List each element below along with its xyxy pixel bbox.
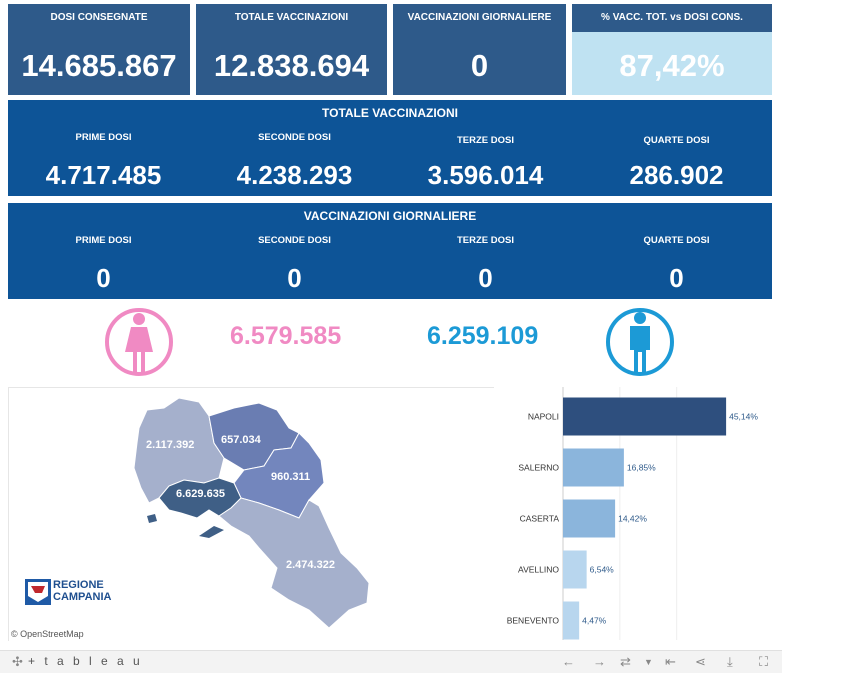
col-value: 0 (96, 263, 111, 293)
col-label: TERZE DOSI (456, 135, 514, 146)
kpi-highlight-area (572, 32, 772, 95)
download-icon[interactable]: ⤓ (727, 654, 733, 669)
kpi-label: DOSI CONSEGNATE (50, 12, 148, 23)
panel-title: TOTALE VACCINAZIONI (322, 106, 458, 120)
chevron-down-icon[interactable]: ▼ (644, 657, 653, 667)
kpi-value: 12.838.694 (213, 48, 370, 83)
campania-map[interactable]: 2.117.392 657.034 960.311 6.629.635 2.47… (8, 387, 494, 641)
logo-line1: REGIONE (53, 579, 104, 591)
map-attribution[interactable]: © OpenStreetMap (11, 629, 84, 639)
kpi-percent-vaccinati: % VACC. TOT. vs DOSI CONS. 87,42% (572, 4, 772, 95)
fullscreen-icon[interactable]: ⛶ (759, 654, 769, 669)
tableau-logo-icon[interactable]: ✣ (12, 654, 23, 669)
region-napoli-islands (147, 514, 224, 538)
bar-category-label: SALERNO (518, 463, 559, 473)
share-icon[interactable]: ⋖ (695, 654, 706, 669)
tableau-brand[interactable]: + t a b l e a u (28, 654, 143, 668)
bar-value-label: 16,85% (627, 463, 656, 473)
totale-vaccinazioni-panel: TOTALE VACCINAZIONI PRIME DOSI 4.717.485… (8, 100, 772, 196)
col-value: 4.717.485 (45, 160, 162, 190)
col-label: QUARTE DOSI (643, 135, 710, 146)
bar-benevento[interactable] (563, 601, 580, 640)
bar-caserta[interactable] (563, 499, 616, 538)
kpi-label: % VACC. TOT. vs DOSI CONS. (601, 12, 743, 23)
male-vaccinated-count: 6.259.109 (427, 322, 539, 350)
totale-seconde-dosi: SECONDE DOSI (199, 132, 390, 143)
totale-terze-dosi: TERZE DOSI (390, 135, 581, 146)
totale-prime-dosi: PRIME DOSI (8, 132, 199, 143)
province-bar-chart: NAPOLI 45,14% SALERNO 16,85% CASERTA 14,42% AV… (494, 387, 782, 640)
col-value: 0 (287, 263, 302, 293)
bar-salerno[interactable] (563, 448, 624, 487)
bar-category-label: BENEVENTO (507, 616, 560, 626)
label-napoli: 6.629.635 (176, 488, 225, 500)
col-value: 286.902 (629, 160, 724, 190)
bar-chart-svg: NAPOLI 45,14% SALERNO 16,85% CASERTA 14,42% AV… (507, 387, 758, 640)
bar-napoli[interactable] (563, 397, 727, 436)
col-value: 0 (669, 263, 684, 293)
bar-category-label: AVELLINO (518, 565, 559, 575)
kpi-totale-vaccinazioni: TOTALE VACCINAZIONI 12.838.694 (196, 4, 387, 95)
kpi-label: VACCINAZIONI GIORNALIERE (407, 12, 552, 23)
region-salerno[interactable] (218, 497, 370, 629)
label-salerno: 2.474.322 (286, 559, 335, 571)
female-vaccinated-count: 6.579.585 (230, 322, 342, 350)
map-svg: 2.117.392 657.034 960.311 6.629.635 2.47… (11, 397, 370, 639)
panel-title: VACCINAZIONI GIORNALIERE (303, 209, 477, 223)
redo-icon[interactable]: → (593, 654, 606, 669)
col-label: TERZE DOSI (456, 235, 514, 246)
col-label: SECONDE DOSI (258, 132, 331, 143)
col-label: PRIME DOSI (75, 132, 132, 143)
revert-icon[interactable]: ⇄ (620, 654, 631, 669)
bar-avellino[interactable] (563, 550, 587, 589)
vaccinazioni-giornaliere-panel: VACCINAZIONI GIORNALIERE PRIME DOSI 0 SE… (8, 203, 772, 299)
undo-icon[interactable]: ← (562, 654, 575, 669)
col-value: 4.238.293 (236, 160, 353, 190)
kpi-value: 0 (470, 48, 489, 83)
male-icon (606, 308, 674, 376)
bar-value-label: 6,54% (590, 565, 615, 575)
label-caserta: 2.117.392 (146, 439, 194, 451)
col-label: SECONDE DOSI (258, 235, 331, 246)
col-label: QUARTE DOSI (643, 235, 710, 246)
giornaliere-terze-dosi: TERZE DOSI (390, 235, 581, 246)
bar-value-label: 4,47% (582, 616, 607, 626)
giornaliere-quarte-dosi: QUARTE DOSI (581, 235, 772, 246)
kpi-value: 87,42% (619, 48, 725, 83)
label-avellino: 960.311 (271, 471, 310, 483)
kpi-dosi-consegnate: DOSI CONSEGNATE 14.685.867 (8, 4, 190, 95)
col-value: 0 (478, 263, 493, 293)
regione-campania-logo: REGIONE CAMPANIA (25, 579, 112, 605)
col-value: 3.596.014 (427, 160, 544, 190)
giornaliere-seconde-dosi: SECONDE DOSI (199, 235, 390, 246)
bar-category-label: CASERTA (520, 514, 560, 524)
logo-line2: CAMPANIA (53, 591, 112, 603)
reset-icon[interactable]: ⇤ (665, 654, 676, 669)
giornaliere-prime-dosi: PRIME DOSI (8, 235, 199, 246)
label-benevento: 657.034 (221, 434, 262, 446)
bar-value-label: 14,42% (618, 514, 647, 524)
tableau-toolbar: ✣ + t a b l e a u ← → ⇄ ▼ ⇤ ⋖ ⤓ ⛶ (0, 650, 782, 673)
bar-value-label: 45,14% (729, 412, 758, 422)
female-icon (105, 308, 173, 376)
kpi-vaccinazioni-giornaliere: VACCINAZIONI GIORNALIERE 0 (393, 4, 566, 95)
kpi-value: 14.685.867 (21, 48, 177, 83)
totale-quarte-dosi: QUARTE DOSI (581, 135, 772, 146)
kpi-label: TOTALE VACCINAZIONI (234, 12, 349, 23)
col-label: PRIME DOSI (75, 235, 132, 246)
bar-category-label: NAPOLI (528, 412, 559, 422)
